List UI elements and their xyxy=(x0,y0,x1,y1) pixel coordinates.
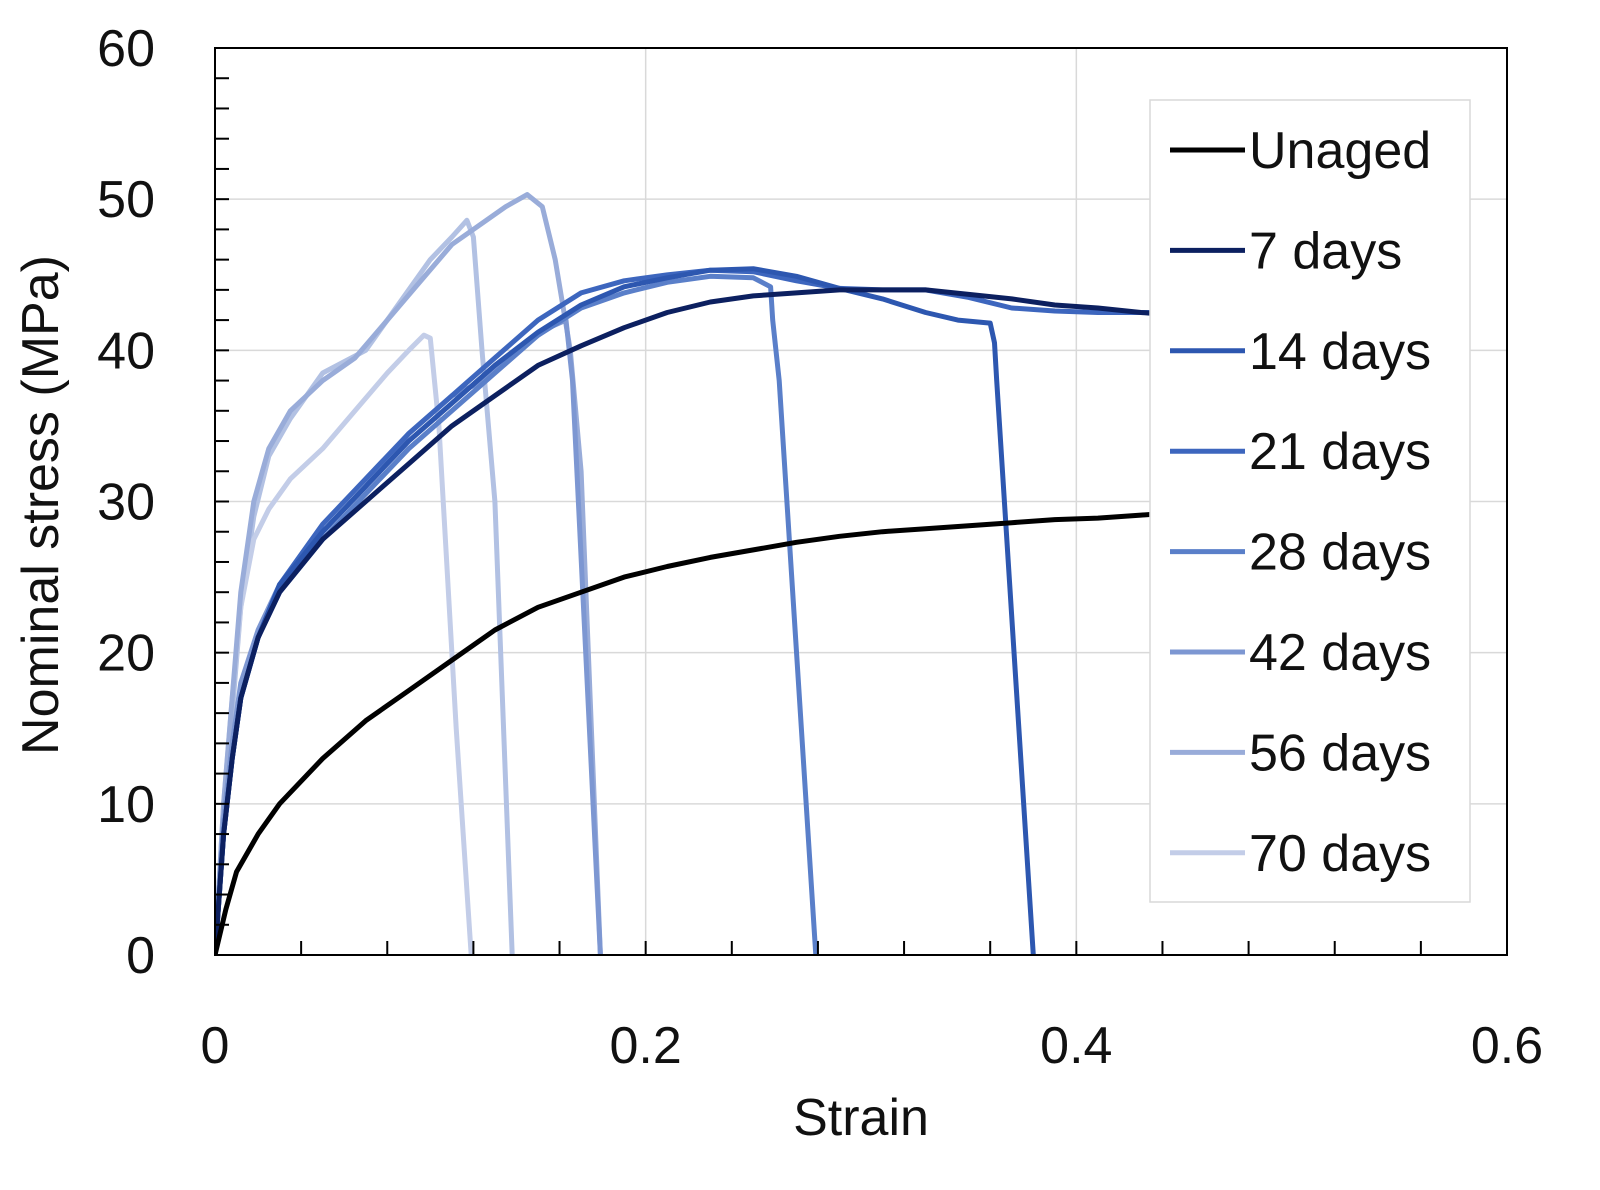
series-line-56-days xyxy=(215,192,603,955)
y-tick-label: 0 xyxy=(126,927,155,985)
x-axis-title: Strain xyxy=(793,1089,929,1147)
x-tick-label: 0 xyxy=(201,1017,230,1075)
series-line-7-days xyxy=(215,287,1165,955)
legend-label-14-days: 14 days xyxy=(1249,323,1431,381)
legend-label-28-days: 28 days xyxy=(1249,524,1431,582)
legend-box xyxy=(1149,99,1471,903)
y-tick-label: 60 xyxy=(97,20,155,78)
series-lines xyxy=(215,192,1165,955)
legend-items: Unaged 7 days 14 days 21 days 28 days 42 days… xyxy=(1170,122,1431,883)
legend-label-70-days: 70 days xyxy=(1249,825,1431,883)
legend-label-unaged: Unaged xyxy=(1249,122,1431,180)
x-tick-label: 0.4 xyxy=(1040,1017,1112,1075)
y-tick-label: 30 xyxy=(97,474,155,532)
y-tick-label: 50 xyxy=(97,171,155,229)
axis-ticks xyxy=(215,77,1422,955)
x-tick-label: 0.6 xyxy=(1471,1017,1543,1075)
y-tick-label: 10 xyxy=(97,776,155,834)
x-tick-label: 0.2 xyxy=(610,1017,682,1075)
legend: Unaged 7 days 14 days 21 days 28 days 42 days… xyxy=(1149,99,1471,903)
series-line-unaged xyxy=(215,511,1165,955)
tick-labels: 0 0.2 0.4 0.6 0 10 20 30 40 50 60 xyxy=(97,20,1543,1075)
y-tick-label: 20 xyxy=(97,625,155,683)
legend-label-21-days: 21 days xyxy=(1249,423,1431,481)
legend-label-56-days: 56 days xyxy=(1249,724,1431,782)
legend-label-7-days: 7 days xyxy=(1249,222,1402,280)
y-axis-title: Nominal stress (MPa) xyxy=(12,255,70,755)
legend-label-42-days: 42 days xyxy=(1249,624,1431,682)
y-tick-label: 40 xyxy=(97,322,155,380)
